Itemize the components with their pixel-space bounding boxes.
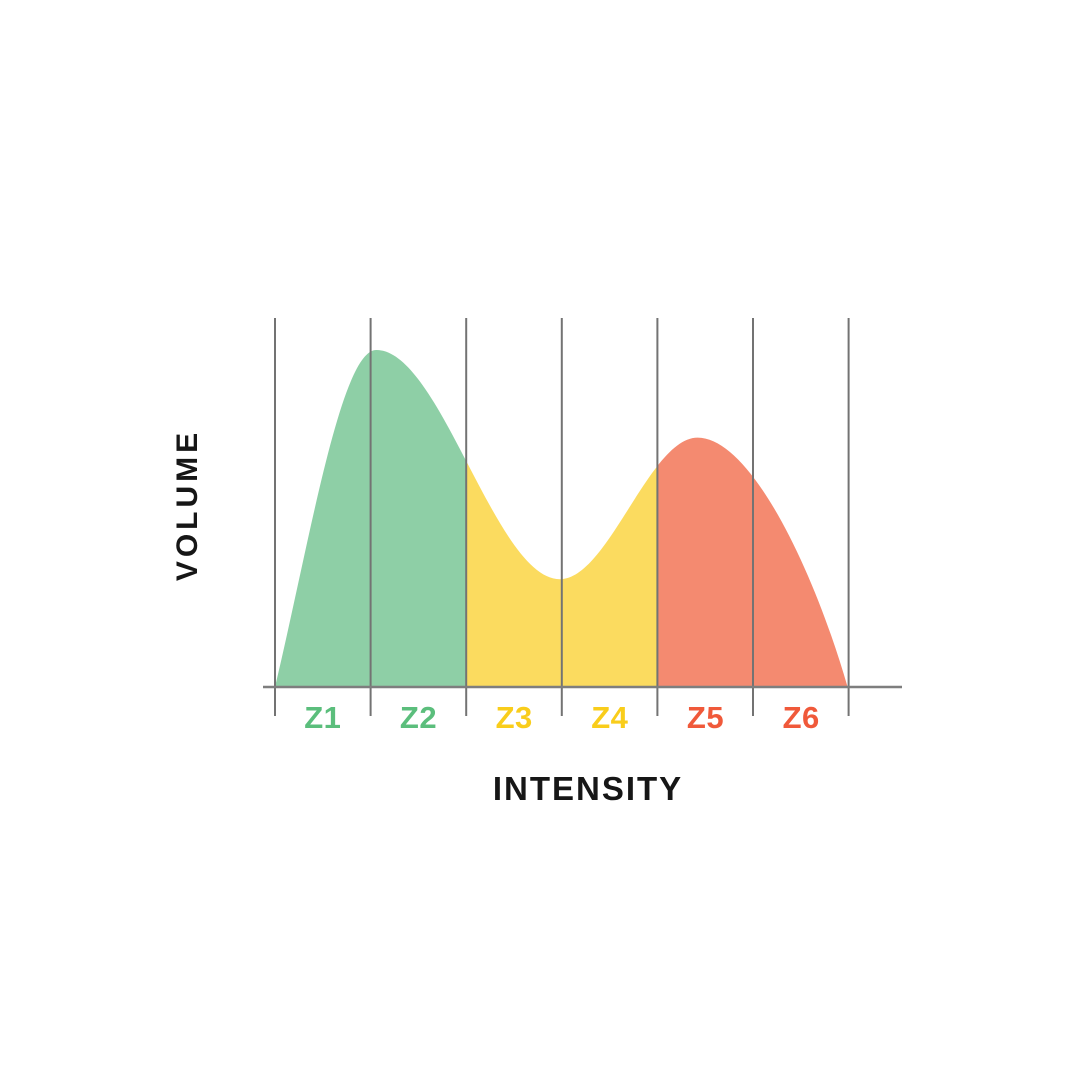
zone-label-z6: Z6 <box>782 700 820 735</box>
y-axis-title: VOLUME <box>171 428 204 582</box>
zone-label-z4: Z4 <box>591 700 629 735</box>
zone-label-z3: Z3 <box>495 700 533 735</box>
zone-gridlines <box>274 318 850 716</box>
zone-label-z2: Z2 <box>399 700 438 735</box>
zone-label-z1: Z1 <box>304 700 342 735</box>
zone-labels-row: Z1 Z2 Z3 Z4 Z5 Z6 <box>275 700 849 736</box>
volume-curve-band-z3-z4 <box>466 460 658 687</box>
zone-label-z5: Z5 <box>686 700 725 735</box>
x-axis-title: INTENSITY <box>492 770 684 807</box>
